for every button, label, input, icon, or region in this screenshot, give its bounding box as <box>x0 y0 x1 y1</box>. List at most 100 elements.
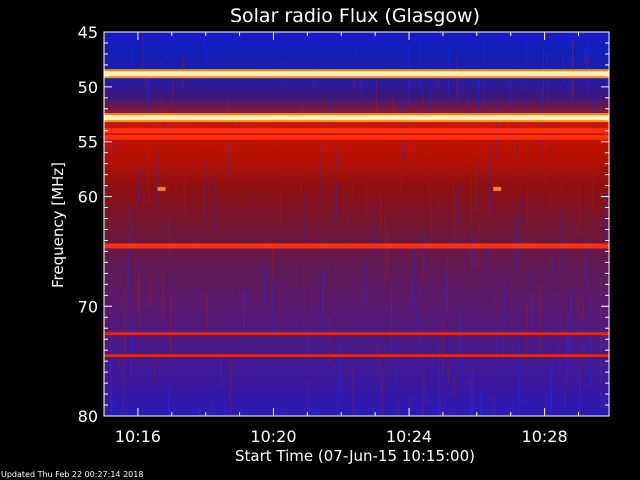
y-tick-label: 60 <box>78 188 98 207</box>
y-tick-label: 70 <box>78 297 98 316</box>
frequency-band <box>104 128 609 134</box>
noise-streak <box>131 49 133 63</box>
noise-streak <box>458 313 460 358</box>
noise-streak <box>127 250 129 305</box>
noise-streak <box>374 202 376 263</box>
noise-streak <box>204 43 206 80</box>
noise-streak <box>132 321 133 352</box>
noise-streak <box>487 247 489 258</box>
noise-streak <box>458 140 459 176</box>
noise-streak <box>578 184 580 235</box>
noise-streak <box>130 327 132 378</box>
noise-streak <box>138 169 139 206</box>
noise-streak <box>307 380 309 416</box>
noise-streak <box>334 259 336 276</box>
noise-streak <box>550 362 551 416</box>
x-tick-label: 10:20 <box>250 427 296 446</box>
noise-streak <box>525 303 527 360</box>
noise-streak <box>553 289 555 338</box>
noise-streak <box>363 259 365 307</box>
noise-streak <box>338 410 340 416</box>
noise-streak <box>197 235 199 250</box>
noise-streak <box>250 286 252 299</box>
noise-streak <box>429 84 431 122</box>
noise-streak <box>206 309 208 336</box>
noise-streak <box>224 400 226 416</box>
noise-streak <box>303 266 305 326</box>
noise-streak <box>438 347 440 410</box>
frequency-band <box>104 354 609 358</box>
noise-streak <box>472 236 474 265</box>
noise-streak <box>453 141 455 193</box>
noise-streak <box>488 137 490 147</box>
noise-streak <box>490 193 492 216</box>
noise-streak <box>322 275 324 315</box>
x-axis-label: Start Time (07-Jun-15 10:15:00) <box>235 447 475 465</box>
noise-streak <box>146 69 148 103</box>
noise-streak <box>167 52 169 61</box>
noise-streak <box>447 363 449 383</box>
noise-streak <box>510 72 512 136</box>
noise-streak <box>232 267 234 297</box>
noise-streak <box>208 175 210 192</box>
noise-streak <box>169 215 170 255</box>
noise-streak <box>605 110 607 158</box>
noise-streak <box>285 405 286 416</box>
noise-streak <box>395 343 397 390</box>
noise-streak <box>425 386 427 396</box>
bright-bands <box>104 69 609 358</box>
noise-streak <box>272 275 274 336</box>
noise-streak <box>161 97 163 121</box>
noise-streak <box>511 406 513 416</box>
noise-streak <box>437 71 439 90</box>
frequency-band <box>104 134 609 140</box>
noise-streak <box>543 292 545 331</box>
noise-streak <box>409 395 411 415</box>
noise-streak <box>220 353 222 386</box>
noise-streak <box>335 146 337 170</box>
noise-streak <box>586 53 588 67</box>
noise-streak <box>304 192 306 249</box>
noise-streak <box>282 164 284 185</box>
noise-streak <box>377 346 379 381</box>
noise-streak <box>165 109 167 145</box>
noise-streak <box>384 216 386 285</box>
spectrogram-image <box>104 32 609 416</box>
noise-streak <box>142 32 144 78</box>
noise-streak <box>340 342 342 394</box>
noise-streak <box>104 82 106 115</box>
noise-streak <box>199 404 200 416</box>
frequency-band <box>104 71 609 77</box>
noise-streak <box>314 401 316 416</box>
frequency-band <box>104 115 609 121</box>
noise-streak <box>472 371 474 416</box>
noise-streak <box>122 352 124 413</box>
noise-streak <box>352 364 354 414</box>
noise-streak <box>453 267 455 276</box>
noise-streak <box>487 149 489 196</box>
noise-streak <box>471 380 473 416</box>
noise-streak <box>170 296 171 358</box>
y-tick-label: 55 <box>78 133 98 152</box>
noise-streak <box>514 124 516 187</box>
noise-streak <box>592 143 594 212</box>
noise-streak <box>138 266 140 327</box>
noise-streak <box>230 117 232 163</box>
noise-streak <box>213 171 215 232</box>
noise-streak <box>227 126 229 178</box>
noise-streak <box>325 219 327 285</box>
noise-streak <box>586 242 588 286</box>
noise-streak <box>428 139 430 205</box>
noise-streak <box>453 403 455 416</box>
noise-streak <box>410 254 412 308</box>
noise-streak <box>308 273 310 285</box>
noise-streak <box>419 314 421 377</box>
noise-streak <box>380 362 382 416</box>
noise-streak <box>360 78 362 100</box>
noise-streak <box>126 267 128 289</box>
noise-streak <box>475 160 477 213</box>
noise-streak <box>516 124 518 156</box>
noise-streak <box>243 291 244 328</box>
noise-streak <box>184 164 186 214</box>
noise-streak <box>249 187 251 242</box>
